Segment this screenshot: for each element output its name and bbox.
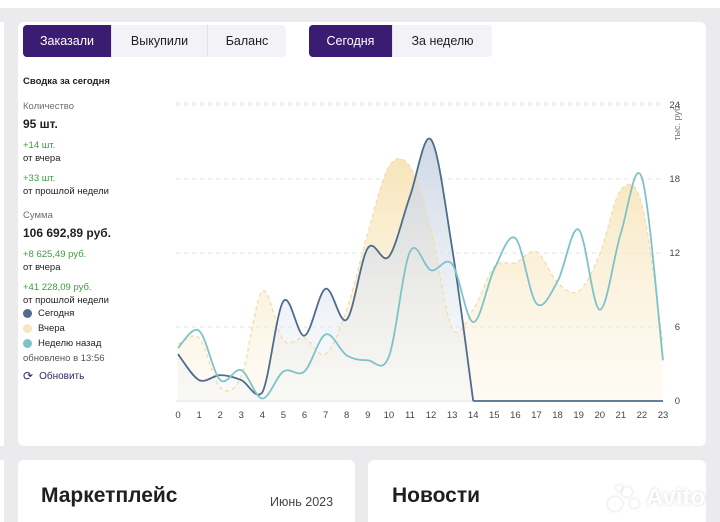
avito-wordmark: Avito [646, 484, 706, 511]
x-tick-label: 22 [637, 410, 648, 421]
y-axis-unit: тыс. руб. [672, 103, 682, 140]
x-tick-label: 18 [552, 410, 563, 421]
qty-delta-week: +33 шт. [23, 173, 56, 184]
sum-delta-week: +41 228,09 руб. [23, 282, 92, 293]
updated-time: обновлено в 13:56 [23, 353, 105, 364]
x-tick-label: 21 [616, 410, 627, 421]
avito-watermark: Avito [608, 484, 705, 512]
x-tick-label: 15 [489, 410, 500, 421]
tab-balance[interactable]: Баланс [225, 34, 269, 48]
top-strip [0, 0, 720, 8]
qty-from-week: от прошлой недели [23, 186, 109, 197]
refresh-label: Обновить [39, 370, 85, 382]
today-line [177, 137, 475, 402]
tab-redeemed[interactable]: Выкупили [112, 25, 208, 57]
x-tick-label: 11 [405, 410, 415, 421]
today-area [178, 138, 474, 402]
refresh-icon: ⟳ [23, 369, 34, 383]
x-tick-label: 0 [175, 410, 180, 421]
period-tabs: Сегодня За неделю [309, 25, 492, 57]
refresh-button[interactable]: ⟳ Обновить [23, 369, 84, 383]
left-card-edge [0, 22, 4, 446]
marketplace-date: Июнь 2023 [270, 495, 334, 509]
x-tick-label: 12 [426, 410, 437, 421]
legend-dot-icon [23, 324, 32, 333]
legend-label-yesterday: Вчера [38, 323, 65, 334]
x-tick-label: 7 [323, 410, 328, 421]
x-tick-label: 10 [384, 410, 395, 421]
sum-label: Сумма [23, 210, 53, 221]
news-title: Новости [392, 484, 481, 507]
y-tick-label: 24 [669, 100, 680, 111]
x-tick-label: 1 [196, 410, 201, 421]
x-tick-label: 20 [594, 410, 605, 421]
sum-from-day: от вчера [23, 262, 61, 273]
qty-label: Количество [23, 101, 75, 112]
x-tick-label: 14 [468, 410, 479, 421]
x-tick-label: 19 [573, 410, 584, 421]
x-tick-label: 5 [281, 410, 286, 421]
summary-heading: Сводка за сегодня [23, 76, 110, 87]
y-tick-label: 0 [675, 396, 680, 407]
qty-delta-day: +14 шт. [23, 140, 56, 151]
x-tick-label: 8 [344, 410, 349, 421]
news-card[interactable]: Новости [368, 460, 706, 522]
x-tick-label: 23 [658, 410, 669, 421]
marketplace-title: Маркетплейс [41, 484, 178, 507]
avito-logo-icon [608, 485, 640, 511]
legend-dot-icon [23, 339, 32, 348]
tab-ordered[interactable]: Заказали [23, 25, 112, 57]
yesterday-line [177, 157, 664, 392]
x-tick-label: 2 [218, 410, 223, 421]
type-tabs: Заказали Выкупили Баланс [23, 25, 286, 57]
x-tick-label: 6 [302, 410, 307, 421]
summary-panel: Сводка за сегодня Количество 95 шт. +14 … [23, 76, 153, 306]
legend-item-today: Сегодня [23, 306, 105, 321]
tab-week[interactable]: За неделю [411, 34, 474, 48]
qty-from-day: от вчера [23, 153, 61, 164]
week-ago-line [177, 172, 664, 400]
sum-value: 106 692,89 руб. [23, 226, 111, 240]
legend-item-week-ago: Неделю назад [23, 336, 105, 351]
x-tick-label: 13 [447, 410, 458, 421]
sum-from-week: от прошлой недели [23, 295, 109, 306]
sum-delta-day: +8 625,49 руб. [23, 249, 87, 260]
x-tick-label: 17 [531, 410, 542, 421]
legend-label-today: Сегодня [38, 308, 75, 319]
x-tick-label: 9 [365, 410, 370, 421]
legend-label-week-ago: Неделю назад [38, 338, 102, 349]
y-tick-label: 12 [669, 248, 680, 259]
x-tick-label: 3 [239, 410, 244, 421]
qty-value: 95 шт. [23, 117, 58, 131]
chart-legend: Сегодня Вчера Неделю назад обновлено в 1… [23, 306, 105, 367]
x-tick-label: 16 [510, 410, 521, 421]
y-tick-label: 18 [669, 174, 680, 185]
left-card-edge-bottom [0, 460, 4, 522]
legend-item-yesterday: Вчера [23, 321, 105, 336]
tab-today[interactable]: Сегодня [309, 25, 393, 57]
legend-dot-icon [23, 309, 32, 318]
y-tick-label: 6 [675, 322, 680, 333]
marketplace-card[interactable]: Маркетплейс Июнь 2023 [18, 460, 355, 522]
x-tick-label: 4 [260, 410, 265, 421]
